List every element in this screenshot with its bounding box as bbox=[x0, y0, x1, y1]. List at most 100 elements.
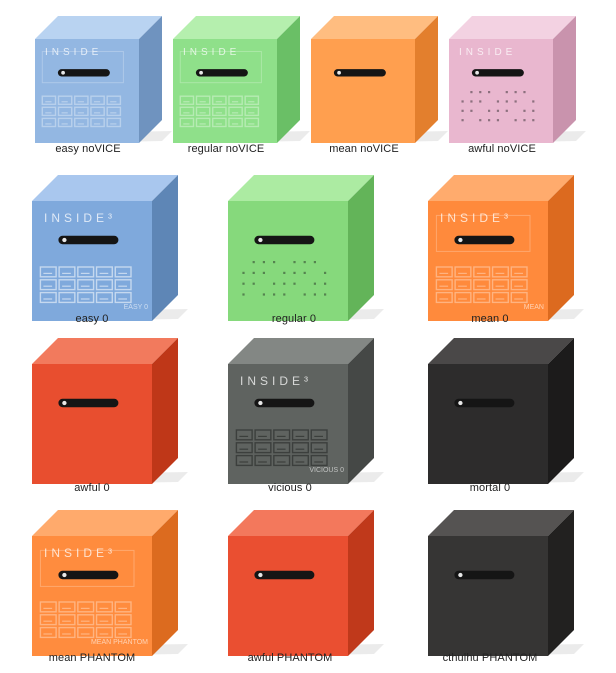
cube-caption: regular 0 bbox=[271, 313, 317, 325]
cube-slot bbox=[454, 235, 515, 245]
cube-side-face bbox=[415, 16, 438, 143]
cube-top-face bbox=[428, 338, 574, 364]
cube-level-mark: VICIOUS 0 bbox=[309, 467, 344, 474]
cube-side-face bbox=[152, 175, 178, 321]
cube-maze-pattern bbox=[41, 50, 124, 128]
cube-slot bbox=[454, 398, 515, 408]
cube-mortal-0 bbox=[428, 338, 584, 484]
cube-side-face bbox=[548, 175, 574, 321]
cube-mean-phantom: INSIDE³ MEAN PHANTOM bbox=[32, 510, 188, 656]
cube-caption: mean noVICE bbox=[329, 143, 399, 155]
cube-front-face bbox=[449, 39, 553, 143]
cube-mean-novice bbox=[311, 16, 448, 143]
cube-vicious-0: INSIDE³ VICIOUS 0 bbox=[228, 338, 384, 484]
cube-front-face bbox=[428, 201, 548, 321]
cube-brand-label: INSIDE bbox=[45, 47, 103, 58]
cube-brand-label: INSIDE³ bbox=[440, 211, 513, 225]
cube-maze-pattern bbox=[39, 266, 132, 304]
cube-top-face bbox=[32, 338, 178, 364]
cube-easy-novice: INSIDE bbox=[35, 16, 172, 143]
cube-illustration bbox=[35, 16, 172, 143]
cube-side-face bbox=[348, 338, 374, 484]
cube-top-face bbox=[428, 510, 574, 536]
cube-slot bbox=[254, 570, 315, 580]
cube-illustration bbox=[428, 338, 584, 484]
cube-regular-novice: INSIDE bbox=[173, 16, 310, 143]
cube-front-face bbox=[32, 364, 152, 484]
cube-side-face bbox=[348, 175, 374, 321]
cube-top-face bbox=[35, 16, 162, 39]
cube-regular-0 bbox=[228, 175, 384, 321]
cube-caption: cthulhu PHANTOM bbox=[442, 652, 538, 664]
cube-side-face bbox=[348, 510, 374, 656]
cube-side-face bbox=[152, 338, 178, 484]
cube-caption: awful 0 bbox=[74, 482, 110, 494]
cube-caption: mortal 0 bbox=[469, 482, 511, 494]
cube-awful-phantom bbox=[228, 510, 384, 656]
cube-slot bbox=[57, 69, 110, 77]
cube-illustration bbox=[32, 510, 188, 656]
cube-slot bbox=[58, 235, 119, 245]
cube-top-face bbox=[228, 175, 374, 201]
cube-caption: awful noVICE bbox=[468, 143, 536, 155]
cube-top-face bbox=[32, 510, 178, 536]
cube-maze-pattern bbox=[461, 91, 535, 122]
cube-top-face bbox=[428, 175, 574, 201]
cube-caption: vicious 0 bbox=[268, 482, 312, 494]
cube-top-face bbox=[228, 510, 374, 536]
cube-slot bbox=[254, 235, 315, 245]
cube-caption: regular noVICE bbox=[187, 143, 265, 155]
cube-side-face bbox=[277, 16, 300, 143]
cube-front-face bbox=[228, 364, 348, 484]
cube-front-face bbox=[311, 39, 415, 143]
cube-side-face bbox=[139, 16, 162, 143]
cube-easy-0: INSIDE³ EASY 0 bbox=[32, 175, 188, 321]
cube-front-face bbox=[173, 39, 277, 143]
cube-caption: mean PHANTOM bbox=[48, 652, 136, 664]
cube-front-face bbox=[228, 536, 348, 656]
cube-brand-label: INSIDE³ bbox=[240, 374, 313, 388]
cube-mean-0: INSIDE³ MEAN bbox=[428, 175, 584, 321]
cube-illustration bbox=[32, 338, 188, 484]
cube-maze-pattern bbox=[242, 261, 327, 296]
cube-slot bbox=[454, 570, 515, 580]
cube-top-face bbox=[228, 338, 374, 364]
cube-slot bbox=[58, 570, 119, 580]
cube-front-face bbox=[32, 536, 152, 656]
cube-front-face bbox=[35, 39, 139, 143]
cube-top-face bbox=[32, 175, 178, 201]
cube-maze-pattern bbox=[179, 50, 262, 128]
cube-brand-label: INSIDE³ bbox=[44, 546, 117, 560]
cube-cthulhu-phantom bbox=[428, 510, 584, 656]
cube-side-face bbox=[152, 510, 178, 656]
cube-side-face bbox=[553, 16, 576, 143]
cube-brand-label: INSIDE bbox=[459, 47, 517, 58]
cube-slot bbox=[195, 69, 248, 77]
cube-front-face bbox=[228, 201, 348, 321]
cube-side-face bbox=[548, 510, 574, 656]
cube-front-face bbox=[32, 201, 152, 321]
cube-slot bbox=[333, 69, 386, 77]
cube-level-mark: MEAN bbox=[523, 304, 544, 311]
cube-brand-label: INSIDE³ bbox=[44, 211, 117, 225]
cube-caption: easy noVICE bbox=[55, 143, 121, 155]
cube-maze-pattern bbox=[39, 549, 135, 639]
cube-caption: easy 0 bbox=[75, 313, 109, 325]
cube-front-face bbox=[428, 364, 548, 484]
cube-caption: awful PHANTOM bbox=[247, 652, 333, 664]
cube-maze-pattern bbox=[235, 429, 328, 467]
cube-side-face bbox=[548, 338, 574, 484]
cube-maze-pattern bbox=[435, 214, 531, 304]
cube-illustration bbox=[228, 510, 384, 656]
cube-top-face bbox=[173, 16, 300, 39]
cube-slot bbox=[58, 398, 119, 408]
cube-front-face bbox=[428, 536, 548, 656]
cube-slot bbox=[254, 398, 315, 408]
cube-illustration bbox=[311, 16, 448, 143]
cube-top-face bbox=[449, 16, 576, 39]
cube-illustration bbox=[228, 175, 384, 321]
cube-slot bbox=[471, 69, 524, 77]
cube-caption: mean 0 bbox=[471, 313, 509, 325]
cube-illustration bbox=[32, 175, 188, 321]
cube-top-face bbox=[311, 16, 438, 39]
